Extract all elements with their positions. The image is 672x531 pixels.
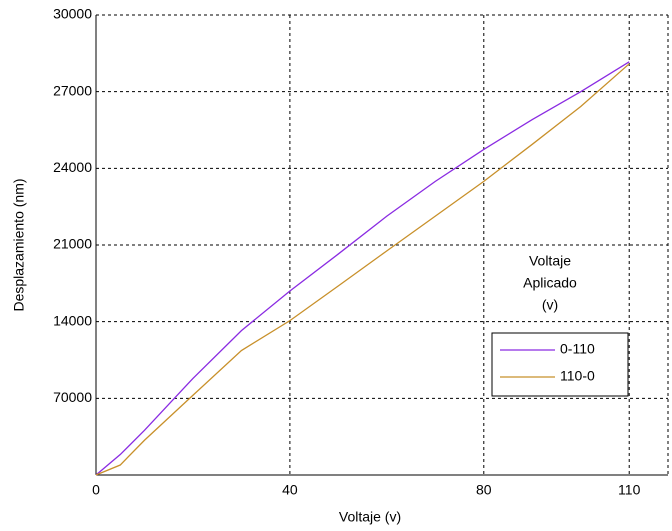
y-tick-label: 21000	[53, 236, 92, 252]
y-tick-label: 27000	[53, 82, 92, 98]
legend-label: 0-110	[560, 341, 595, 357]
x-tick-label: 110	[618, 482, 641, 498]
series-line	[95, 63, 630, 476]
x-tick-label: 40	[282, 482, 298, 498]
legend-title: Aplicado	[523, 275, 577, 291]
x-axis-label: Voltaje (v)	[339, 509, 401, 525]
y-axis-label: Desplazamiento (nm)	[11, 178, 27, 311]
y-tick-label: 14000	[53, 312, 92, 328]
y-tick-label: 70000	[53, 389, 92, 405]
legend-title: (v)	[542, 297, 558, 313]
legend-label: 110-0	[560, 368, 595, 384]
y-tick-label: 24000	[53, 159, 92, 175]
series-line	[95, 61, 630, 476]
x-tick-label: 80	[476, 482, 492, 498]
x-tick-label: 0	[92, 482, 100, 498]
legend-title: Voltaje	[529, 253, 571, 269]
y-tick-label: 30000	[53, 6, 92, 22]
legend-box	[491, 332, 629, 397]
